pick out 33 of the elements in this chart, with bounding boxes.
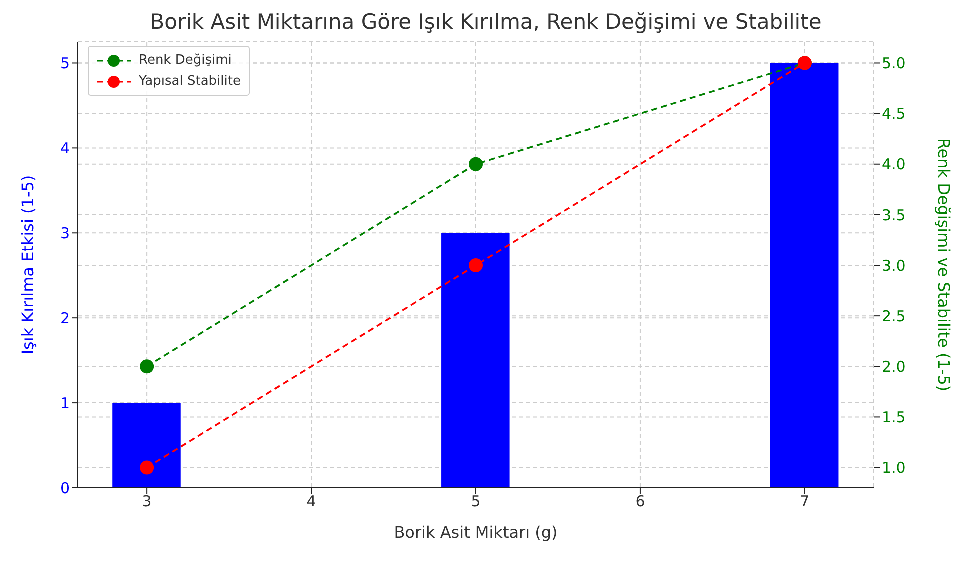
y-axis-title: Işık Kırılma Etkisi (1-5) bbox=[18, 175, 38, 355]
chart-title: Borik Asit Miktarına Göre Işık Kırılma, Renk Değişimi ve Stabilite bbox=[149, 9, 823, 36]
y2-tick-label: 4.0 bbox=[882, 156, 906, 174]
y-tick-label: 1 bbox=[60, 394, 70, 412]
y-tick-label: 4 bbox=[60, 140, 70, 158]
bar bbox=[112, 403, 181, 488]
legend-label: Renk Değişimi bbox=[139, 53, 232, 68]
point bbox=[140, 360, 154, 374]
x-tick-label: 3 bbox=[142, 492, 152, 511]
y2-tick-label: 2.5 bbox=[882, 307, 906, 326]
y2-axis-title: Renk Değişimi ve Stabilite (1-5) bbox=[934, 138, 954, 392]
y-tick-label: 2 bbox=[60, 309, 70, 328]
point bbox=[469, 258, 483, 273]
y2-tick-label: 5.0 bbox=[882, 54, 906, 73]
y2-tick-label: 4.5 bbox=[882, 105, 906, 124]
y2-tick-label: 1.5 bbox=[882, 408, 906, 427]
y2-tick-label: 1.0 bbox=[882, 459, 906, 478]
bar bbox=[770, 63, 839, 488]
x-tick-label: 5 bbox=[471, 492, 481, 511]
y2-tick-label: 3.0 bbox=[882, 256, 906, 275]
bar bbox=[442, 233, 510, 488]
legend-label: Yapısal Stabilite bbox=[139, 74, 241, 89]
y-tick-label: 0 bbox=[60, 479, 70, 498]
x-tick-label: 4 bbox=[306, 492, 316, 511]
x-tick-label: 6 bbox=[636, 492, 646, 511]
y-tick-label: 3 bbox=[60, 224, 70, 242]
x-axis-title: Borik Asit Miktarı (g) bbox=[394, 523, 558, 542]
point bbox=[140, 460, 154, 475]
y2-tick-label: 2.0 bbox=[882, 358, 906, 376]
y2-tick-label: 3.5 bbox=[882, 206, 906, 224]
point bbox=[469, 157, 483, 172]
y-tick-label: 5 bbox=[60, 54, 70, 73]
x-tick-label: 7 bbox=[800, 492, 810, 511]
